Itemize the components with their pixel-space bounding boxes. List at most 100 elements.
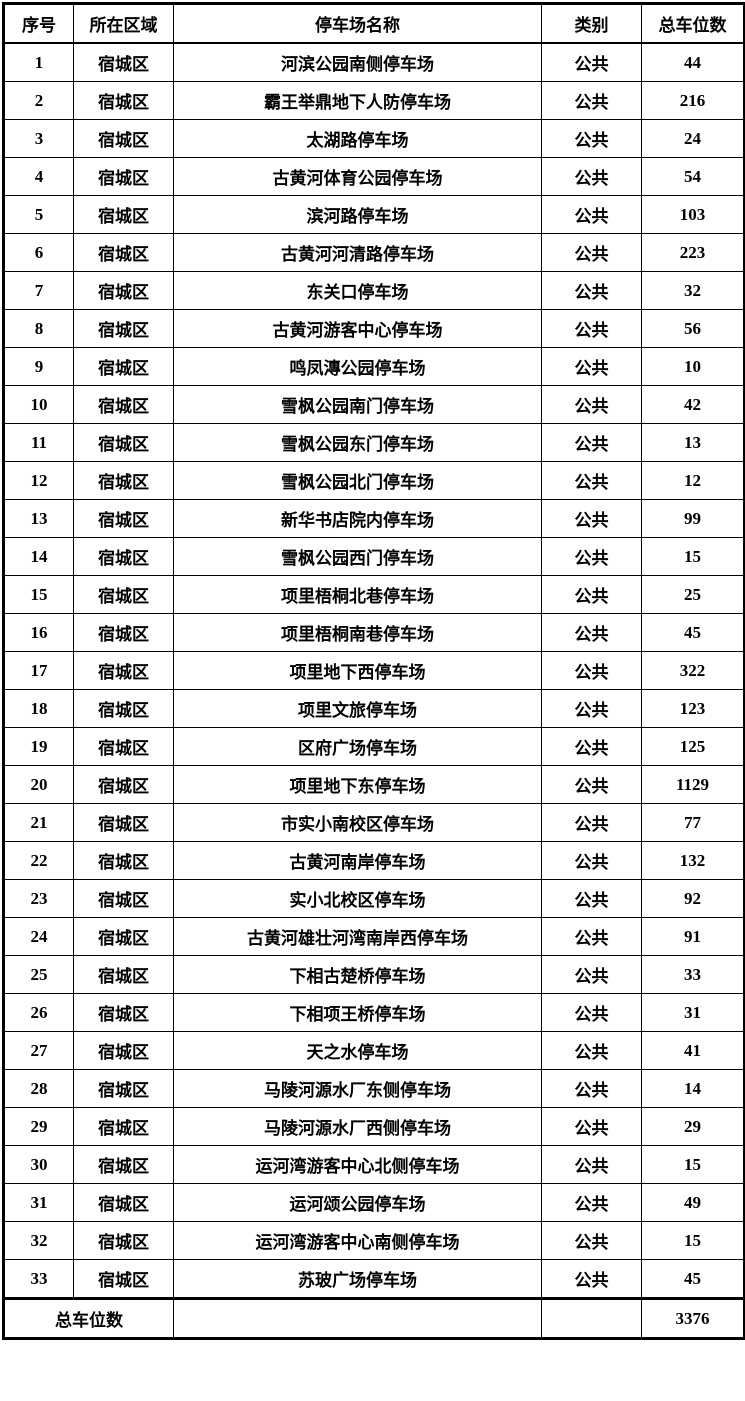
row-spaces-cell: 25 xyxy=(641,575,745,614)
table-row: 5 宿城区 滨河路停车场 公共 103 xyxy=(3,195,745,234)
table-row: 31 宿城区 运河颂公园停车场 公共 49 xyxy=(3,1183,745,1222)
footer-empty-category-cell xyxy=(541,1297,642,1339)
table-row: 27 宿城区 天之水停车场 公共 41 xyxy=(3,1031,745,1070)
row-category-cell: 公共 xyxy=(541,271,642,310)
row-index-cell: 20 xyxy=(3,765,74,804)
row-district-cell: 宿城区 xyxy=(73,461,174,500)
row-category-cell: 公共 xyxy=(541,537,642,576)
row-spaces-cell: 322 xyxy=(641,651,745,690)
row-spaces-cell: 10 xyxy=(641,347,745,386)
row-name-cell: 古黄河雄壮河湾南岸西停车场 xyxy=(173,917,542,956)
row-spaces-cell: 54 xyxy=(641,157,745,196)
table-row: 4 宿城区 古黄河体育公园停车场 公共 54 xyxy=(3,157,745,196)
row-spaces-cell: 14 xyxy=(641,1069,745,1108)
row-category-cell: 公共 xyxy=(541,157,642,196)
row-district-cell: 宿城区 xyxy=(73,157,174,196)
row-category-cell: 公共 xyxy=(541,347,642,386)
row-name-cell: 新华书店院内停车场 xyxy=(173,499,542,538)
row-category-cell: 公共 xyxy=(541,727,642,766)
table-row: 12 宿城区 雪枫公园北门停车场 公共 12 xyxy=(3,461,745,500)
row-index-cell: 19 xyxy=(3,727,74,766)
row-district-cell: 宿城区 xyxy=(73,1107,174,1146)
parking-table: 序号 所在区域 停车场名称 类别 总车位数 1 宿城区 河滨公园南侧停车场 公共 44 2… xyxy=(2,2,745,1340)
row-name-cell: 苏玻广场停车场 xyxy=(173,1259,542,1299)
row-name-cell: 古黄河南岸停车场 xyxy=(173,841,542,880)
table-row: 14 宿城区 雪枫公园西门停车场 公共 15 xyxy=(3,537,745,576)
row-name-cell: 项里梧桐北巷停车场 xyxy=(173,575,542,614)
table-row: 17 宿城区 项里地下西停车场 公共 322 xyxy=(3,651,745,690)
row-name-cell: 运河湾游客中心北侧停车场 xyxy=(173,1145,542,1184)
row-index-cell: 24 xyxy=(3,917,74,956)
row-name-cell: 河滨公园南侧停车场 xyxy=(173,42,542,82)
row-index-cell: 32 xyxy=(3,1221,74,1260)
footer-total-value: 3376 xyxy=(641,1297,745,1339)
row-spaces-cell: 125 xyxy=(641,727,745,766)
row-spaces-cell: 15 xyxy=(641,1221,745,1260)
row-index-cell: 33 xyxy=(3,1259,74,1299)
row-spaces-cell: 44 xyxy=(641,42,745,82)
row-district-cell: 宿城区 xyxy=(73,651,174,690)
row-spaces-cell: 223 xyxy=(641,233,745,272)
row-category-cell: 公共 xyxy=(541,1031,642,1070)
row-district-cell: 宿城区 xyxy=(73,309,174,348)
row-name-cell: 古黄河河清路停车场 xyxy=(173,233,542,272)
row-district-cell: 宿城区 xyxy=(73,499,174,538)
row-category-cell: 公共 xyxy=(541,1183,642,1222)
row-index-cell: 6 xyxy=(3,233,74,272)
row-district-cell: 宿城区 xyxy=(73,955,174,994)
row-name-cell: 实小北校区停车场 xyxy=(173,879,542,918)
row-category-cell: 公共 xyxy=(541,765,642,804)
row-spaces-cell: 13 xyxy=(641,423,745,462)
table-row: 13 宿城区 新华书店院内停车场 公共 99 xyxy=(3,499,745,538)
row-spaces-cell: 33 xyxy=(641,955,745,994)
row-index-cell: 25 xyxy=(3,955,74,994)
row-spaces-cell: 32 xyxy=(641,271,745,310)
row-index-cell: 5 xyxy=(3,195,74,234)
table-row: 15 宿城区 项里梧桐北巷停车场 公共 25 xyxy=(3,575,745,614)
row-spaces-cell: 41 xyxy=(641,1031,745,1070)
table-row: 33 宿城区 苏玻广场停车场 公共 45 xyxy=(3,1259,745,1299)
table-row: 21 宿城区 市实小南校区停车场 公共 77 xyxy=(3,803,745,842)
row-name-cell: 雪枫公园西门停车场 xyxy=(173,537,542,576)
row-index-cell: 17 xyxy=(3,651,74,690)
row-index-cell: 29 xyxy=(3,1107,74,1146)
row-category-cell: 公共 xyxy=(541,841,642,880)
row-district-cell: 宿城区 xyxy=(73,1031,174,1070)
row-district-cell: 宿城区 xyxy=(73,1145,174,1184)
row-district-cell: 宿城区 xyxy=(73,917,174,956)
row-index-cell: 10 xyxy=(3,385,74,424)
row-name-cell: 滨河路停车场 xyxy=(173,195,542,234)
row-spaces-cell: 12 xyxy=(641,461,745,500)
parking-table-container: 序号 所在区域 停车场名称 类别 总车位数 1 宿城区 河滨公园南侧停车场 公共 44 2… xyxy=(2,2,745,1340)
row-category-cell: 公共 xyxy=(541,233,642,272)
table-row: 20 宿城区 项里地下东停车场 公共 1129 xyxy=(3,765,745,804)
table-row: 6 宿城区 古黄河河清路停车场 公共 223 xyxy=(3,233,745,272)
row-spaces-cell: 45 xyxy=(641,1259,745,1299)
row-district-cell: 宿城区 xyxy=(73,233,174,272)
row-spaces-cell: 216 xyxy=(641,81,745,120)
row-spaces-cell: 132 xyxy=(641,841,745,880)
row-district-cell: 宿城区 xyxy=(73,841,174,880)
row-district-cell: 宿城区 xyxy=(73,575,174,614)
row-district-cell: 宿城区 xyxy=(73,119,174,158)
row-category-cell: 公共 xyxy=(541,955,642,994)
row-category-cell: 公共 xyxy=(541,993,642,1032)
footer-empty-name-cell xyxy=(173,1297,542,1339)
table-row: 7 宿城区 东关口停车场 公共 32 xyxy=(3,271,745,310)
row-name-cell: 马陵河源水厂东侧停车场 xyxy=(173,1069,542,1108)
row-category-cell: 公共 xyxy=(541,309,642,348)
table-row: 23 宿城区 实小北校区停车场 公共 92 xyxy=(3,879,745,918)
table-row: 16 宿城区 项里梧桐南巷停车场 公共 45 xyxy=(3,613,745,652)
table-row: 26 宿城区 下相项王桥停车场 公共 31 xyxy=(3,993,745,1032)
row-index-cell: 3 xyxy=(3,119,74,158)
row-index-cell: 30 xyxy=(3,1145,74,1184)
table-body: 1 宿城区 河滨公园南侧停车场 公共 44 2 宿城区 霸王举鼎地下人防停车场 公共 216 3 宿城… xyxy=(3,42,745,1299)
row-category-cell: 公共 xyxy=(541,879,642,918)
row-district-cell: 宿城区 xyxy=(73,993,174,1032)
row-name-cell: 市实小南校区停车场 xyxy=(173,803,542,842)
column-header-index: 序号 xyxy=(3,3,74,44)
row-district-cell: 宿城区 xyxy=(73,1069,174,1108)
row-name-cell: 古黄河体育公园停车场 xyxy=(173,157,542,196)
table-row: 9 宿城区 鸣凤漙公园停车场 公共 10 xyxy=(3,347,745,386)
row-district-cell: 宿城区 xyxy=(73,423,174,462)
